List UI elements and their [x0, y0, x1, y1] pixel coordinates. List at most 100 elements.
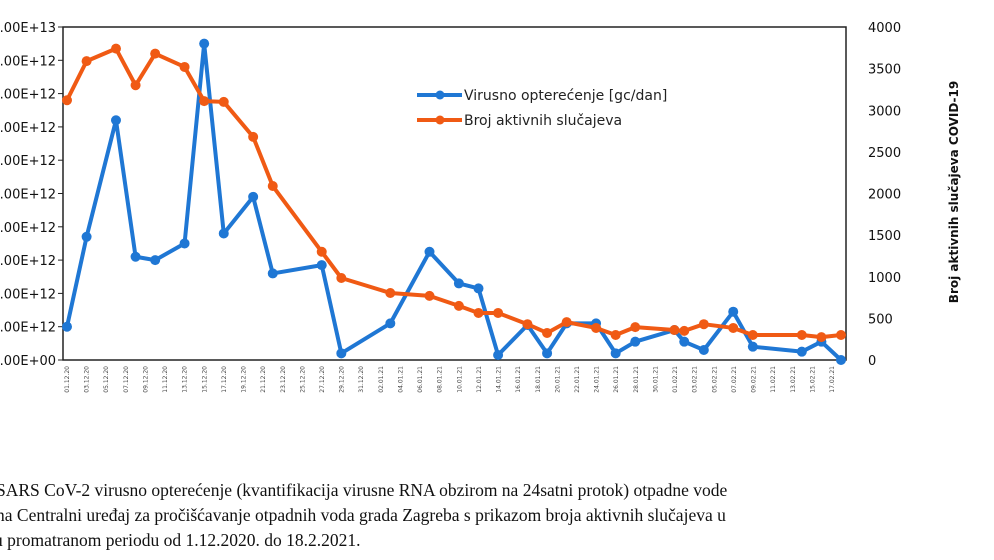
active-cases-point [248, 131, 259, 142]
left-axis-tick-label: 6.00E+12 [0, 154, 56, 169]
viral-load-point [385, 318, 396, 329]
viral-load-point [110, 115, 121, 126]
x-axis-tick-label: 07.12.20 [123, 366, 130, 393]
x-axis-tick-label: 15.12.20 [201, 366, 208, 393]
x-axis-tick-label: 21.12.20 [260, 366, 267, 393]
x-axis-tick-label: 05.02.21 [711, 366, 718, 393]
x-axis-tick-label: 01.02.21 [672, 366, 679, 393]
active-cases-point [385, 287, 396, 298]
viral-load-point [62, 321, 72, 332]
left-axis-tick-label: 8.00E+12 [0, 88, 56, 103]
x-axis-tick-label: 20.01.21 [554, 366, 561, 393]
active-cases-point [424, 290, 435, 301]
x-axis-tick-label: 13.12.20 [182, 366, 189, 393]
active-cases-point [522, 319, 533, 330]
x-axis-tick-label: 22.01.21 [574, 366, 581, 393]
viral-load-point [218, 228, 229, 239]
x-axis-tick-label: 09.02.21 [751, 366, 758, 393]
x-axis-tick-label: 14.01.21 [496, 366, 503, 393]
active-cases-line [65, 46, 842, 340]
active-cases-point [669, 325, 680, 336]
x-axis-tick-label: 25.12.20 [299, 366, 306, 393]
viral-load-point [316, 260, 327, 271]
left-axis-tick-label: 1.00E+13 [0, 21, 56, 36]
viral-load-point [336, 348, 347, 359]
right-axis-tick-label: 3000 [868, 104, 901, 119]
active-cases-point [316, 246, 327, 257]
x-axis-tick-label: 17.02.21 [829, 366, 836, 393]
x-axis-tick-label: 05.12.20 [103, 366, 110, 393]
viral-load-point [179, 238, 190, 249]
active-cases-point [728, 322, 739, 333]
active-cases-point [110, 43, 121, 54]
active-cases-point [679, 325, 690, 336]
left-axis-tick-label: 9.00E+12 [0, 54, 56, 69]
x-axis-tick-label: 19.12.20 [241, 366, 248, 393]
active-cases-point [816, 332, 827, 343]
x-axis-tick-label: 12.01.21 [476, 366, 483, 393]
right-axis-tick-label: 2000 [868, 188, 901, 203]
active-cases-point [179, 61, 190, 72]
x-axis-tick-label: 27.12.20 [319, 366, 326, 393]
active-cases-point [610, 330, 621, 341]
x-axis-tick-label: 01.12.20 [64, 366, 71, 393]
x-axis-tick-label: 31.12.20 [358, 366, 365, 393]
viral-load-point [81, 231, 92, 242]
left-axis-tick-label: 3.00E+12 [0, 254, 56, 269]
x-axis-tick-label: 15.02.21 [809, 366, 816, 393]
x-axis-tick-label: 11.12.20 [162, 366, 169, 393]
left-axis-tick-label: 5.00E+12 [0, 188, 56, 203]
viral-load-point [473, 283, 484, 294]
caption-line-1: SARS CoV-2 virusno opterećenje (kvantifi… [0, 480, 728, 500]
left-axis-tick-label: 4.00E+12 [0, 221, 56, 236]
active-cases-point [747, 330, 758, 341]
right-axis-label: Broj aktivnih slučajeva COVID-19 [947, 81, 961, 303]
left-axis-tick-label: 0.00E+00 [0, 354, 56, 369]
viral-load-point [610, 348, 621, 359]
viral-load-point [267, 268, 278, 279]
caption-line-2: na Centralni uređaj za pročišćavanje otp… [0, 505, 726, 525]
x-axis-tick-label: 03.12.20 [84, 366, 91, 393]
caption-line-3: u promatranom periodu od 1.12.2020. do 1… [0, 530, 361, 550]
viral-load-point [698, 345, 709, 356]
viral-load-point [248, 191, 259, 202]
active-cases-point [630, 322, 641, 333]
axes: 0.00E+00 1.00E+12 2.00E+12 3.00E+12 4.00E+12… [0, 21, 901, 393]
active-cases-point [473, 307, 484, 318]
left-axis-tick-label: 2.00E+12 [0, 287, 56, 302]
x-axis-tick-label: 10.01.21 [456, 366, 463, 393]
active-cases-point [62, 95, 72, 106]
active-cases-point [150, 48, 161, 59]
active-cases-point [218, 96, 229, 107]
x-axis-tick-label: 11.02.21 [770, 366, 777, 393]
right-axis-tick-label: 3500 [868, 63, 901, 78]
x-axis-tick-label: 26.01.21 [613, 366, 620, 393]
viral-load-point [542, 348, 553, 359]
x-axis-tick-label: 09.12.20 [142, 366, 149, 393]
viral-load-point [199, 38, 210, 49]
viral-load-point [796, 346, 807, 357]
viral-load-point [424, 246, 435, 257]
x-axis-tick-label: 30.01.21 [652, 366, 659, 393]
legend: Virusno opterećenje [gc/dan] Broj aktivn… [417, 88, 667, 129]
x-axis-tick-label: 08.01.21 [437, 366, 444, 393]
active-cases-point [493, 307, 504, 318]
viral-load-point [130, 251, 141, 262]
x-axis-tick-label: 28.01.21 [633, 366, 640, 393]
x-axis-tick-label: 17.12.20 [221, 366, 228, 393]
right-axis-tick-label: 1000 [868, 271, 901, 286]
viral-load-line [65, 41, 843, 362]
viral-load-point [630, 336, 641, 347]
x-axis-tick-label: 18.01.21 [535, 366, 542, 393]
dual-axis-line-chart: 0.00E+00 1.00E+12 2.00E+12 3.00E+12 4.00E+12… [0, 21, 961, 393]
right-axis-tick-label: 1500 [868, 229, 901, 244]
left-axis-tick-label: 7.00E+12 [0, 121, 56, 136]
x-axis-tick-label: 04.01.21 [397, 366, 404, 393]
x-axis-tick-label: 23.12.20 [280, 366, 287, 393]
x-axis-tick-label: 03.02.21 [692, 366, 699, 393]
viral-load-point [679, 336, 690, 347]
active-cases-point [591, 322, 602, 333]
active-cases-point [336, 272, 347, 283]
x-axis-tick-label: 02.01.21 [378, 366, 385, 393]
viral-load-point [453, 278, 464, 289]
